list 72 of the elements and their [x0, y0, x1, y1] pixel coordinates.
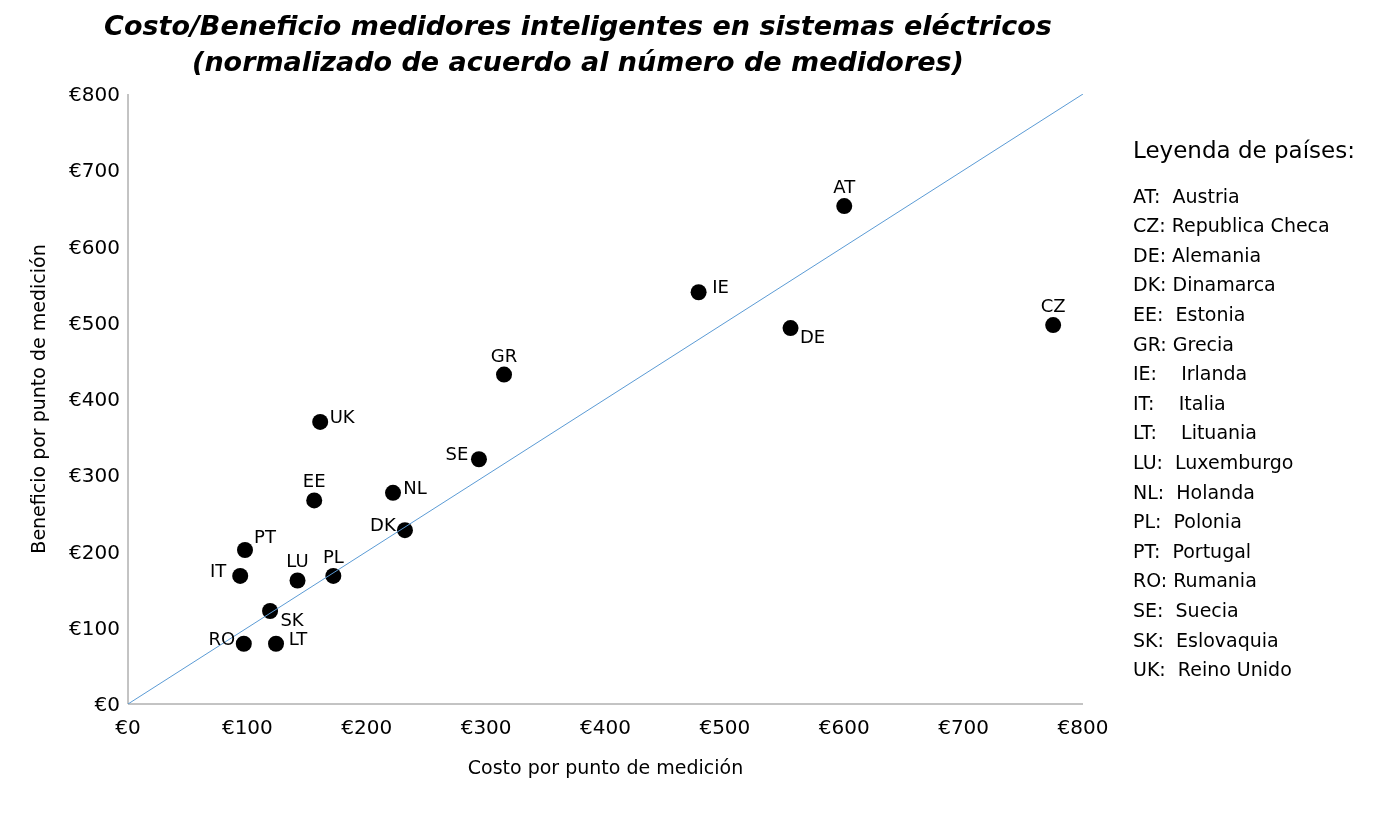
x-tick-label: €0 [115, 715, 141, 740]
y-tick-label: €200 [69, 539, 120, 564]
annotation: EE [302, 470, 326, 492]
text: PL: Polonia [1133, 509, 1243, 535]
annotation: UK [329, 405, 356, 427]
chart-title: Costo/Beneficio medidores inteligentes en sistemas eléctricos (normalizado de acuerdo al número de medidores) [103, 9, 1053, 79]
point [289, 572, 306, 589]
annotation: IT [210, 559, 228, 581]
y-tick-label: €700 [69, 158, 120, 183]
point [232, 567, 249, 584]
annotation: AT [833, 176, 857, 198]
y-tick-label: €400 [69, 387, 120, 412]
x-tick-label: €600 [818, 715, 870, 740]
text: SE: Suecia [1133, 597, 1240, 623]
annotation: DK [370, 514, 397, 536]
text: RO: Rumania [1133, 568, 1258, 594]
point [325, 567, 342, 584]
text: Leyenda de países: [1133, 136, 1355, 165]
text: DE: Alemania [1133, 242, 1263, 268]
text: CZ: Republica Checa [1133, 213, 1331, 239]
annotation: SE [445, 443, 469, 465]
point [496, 366, 513, 383]
y-tick-label: €100 [69, 615, 120, 640]
text: GR: Grecia [1133, 331, 1235, 357]
text: IE: Irlanda [1133, 361, 1249, 387]
y-tick-label: €800 [69, 82, 120, 107]
x-tick-label: €500 [699, 715, 751, 740]
annotation: PT [254, 525, 277, 547]
x-tick-label: €200 [341, 715, 393, 740]
point [1045, 317, 1062, 334]
x-tick-label: €400 [580, 715, 631, 740]
point [235, 635, 252, 652]
annotation: IE [712, 276, 729, 298]
x-axis-title: Costo por punto de medición [467, 756, 744, 778]
text: AT: Austria [1133, 183, 1241, 209]
annotation: DE [799, 326, 826, 348]
text: SK: Eslovaquia [1133, 627, 1280, 653]
text: IT: Italia [1133, 390, 1227, 416]
point [396, 522, 413, 539]
annotation: SK [280, 608, 305, 630]
y-tick-label: €0 [94, 692, 120, 717]
y-tick-label: €300 [69, 463, 120, 488]
point [782, 320, 799, 337]
text: PT: Portugal [1133, 538, 1253, 564]
point [306, 492, 323, 509]
point [470, 451, 487, 468]
point [690, 284, 707, 301]
x-tick-label: €700 [938, 715, 990, 740]
annotation: LU [286, 550, 309, 572]
annotation: NL [403, 476, 427, 498]
x-tick-label: €300 [460, 715, 512, 740]
text: LT: Lituania [1133, 420, 1258, 446]
point [236, 541, 253, 558]
annotation: RO [208, 627, 236, 649]
y-tick-label: €600 [69, 234, 120, 259]
annotation: PL [322, 545, 344, 567]
text: LU: Luxemburgo [1133, 449, 1295, 475]
y-tick-label: €500 [69, 310, 120, 335]
point [268, 635, 285, 652]
text: UK: Reino Unido [1133, 657, 1293, 683]
point [836, 198, 853, 215]
y-axis-title: Beneficio por punto de medición [26, 244, 49, 554]
x-tick-label: €100 [221, 715, 273, 740]
annotation: CZ [1040, 295, 1066, 317]
point [312, 413, 329, 430]
x-tick-label: €800 [1057, 715, 1109, 740]
text: NL: Holanda [1133, 479, 1256, 505]
text: DK: Dinamarca [1133, 272, 1277, 298]
annotation: GR [490, 344, 518, 366]
text: EE: Estonia [1133, 301, 1247, 327]
annotation: LT [288, 627, 309, 649]
point [385, 484, 402, 501]
